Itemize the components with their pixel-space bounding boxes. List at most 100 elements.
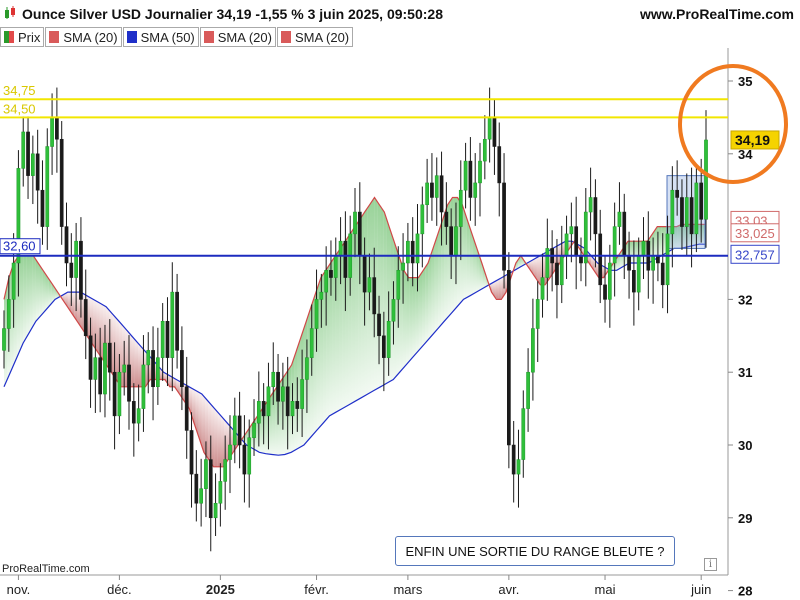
candle-body <box>458 189 463 227</box>
sma-fill-band <box>402 267 407 369</box>
sma-fill-band <box>294 347 298 451</box>
sma-fill-band <box>86 295 91 341</box>
annotation-box: ENFIN UNE SORTIE DU RANGE BLEUTE ? <box>395 536 675 566</box>
candle-body <box>79 240 83 300</box>
candle-body <box>406 240 410 264</box>
info-icon[interactable]: i <box>704 558 717 571</box>
sma-fill-band <box>406 273 410 365</box>
candle-body <box>627 255 631 271</box>
sma-fill-band <box>527 261 531 271</box>
candle-body <box>271 371 276 388</box>
candle-body <box>622 211 627 256</box>
candle-body <box>704 139 708 220</box>
candle-body <box>88 335 93 380</box>
candle-body <box>362 255 367 293</box>
candle-body <box>564 233 569 256</box>
candle-body <box>50 117 54 147</box>
candle-body <box>184 386 189 431</box>
candle-body <box>204 459 208 489</box>
sma-fill-band <box>335 250 340 413</box>
candle-body <box>305 357 309 380</box>
candle-body <box>593 197 598 235</box>
legend-swatch-icon <box>280 31 291 43</box>
candle-body <box>21 131 26 169</box>
price-label: 32,757 <box>735 247 775 262</box>
sma-fill-band <box>476 246 480 293</box>
sma-fill-band <box>517 255 521 269</box>
sma-fill-band <box>51 283 56 304</box>
legend-swatch-icon <box>126 31 137 43</box>
candle-body <box>665 233 670 286</box>
sma-fill-band <box>342 240 346 409</box>
sma-fill-band <box>409 277 413 362</box>
sma-fill-band <box>473 237 477 294</box>
sma-fill-band <box>361 212 365 398</box>
candle-body <box>237 415 242 446</box>
candle-body <box>540 277 545 300</box>
candle-body <box>598 233 603 286</box>
sma-fill-band <box>192 388 196 428</box>
candle-body <box>444 211 449 227</box>
level-label-box <box>0 83 40 99</box>
highlight-circle <box>678 64 788 184</box>
site-url[interactable]: www.ProRealTime.com <box>639 6 794 22</box>
candle-body <box>141 364 146 409</box>
level-label-box <box>0 238 41 255</box>
candle-body <box>127 364 131 402</box>
sma-fill-band <box>23 255 27 344</box>
candle-body <box>651 255 655 271</box>
sma-fill-band <box>138 343 142 387</box>
x-tick-label: 2025 <box>206 582 235 597</box>
candle-body <box>675 189 680 198</box>
legend-label: Prix <box>18 29 41 45</box>
sma-fill-band <box>297 337 301 449</box>
legend-item[interactable]: Prix <box>0 27 45 47</box>
y-tick-label: 29 <box>738 511 752 526</box>
candle-body <box>228 444 232 460</box>
sma-fill-band <box>520 255 525 267</box>
candle-body <box>213 502 218 519</box>
candle-body <box>16 168 21 264</box>
candle-body <box>26 131 30 176</box>
sma-fill-band <box>29 255 33 333</box>
candle-body <box>117 371 122 417</box>
candle-body <box>40 189 45 227</box>
x-tick-label: mai <box>595 582 616 597</box>
sma-fill-band <box>211 404 215 467</box>
candle-body <box>689 197 694 235</box>
chart-title: Ounce Silver USD Journalier 34,19 -1,55 … <box>22 6 443 22</box>
candle-body <box>396 270 401 300</box>
legend-item[interactable]: SMA (20) <box>199 27 276 47</box>
y-tick-label: 34 <box>738 147 753 162</box>
level-label-box <box>0 101 40 117</box>
candle-body <box>146 350 151 366</box>
sma-fill-band <box>122 324 126 387</box>
candle-body <box>381 335 386 358</box>
sma-fill-band <box>195 390 199 437</box>
legend-item[interactable]: SMA (20) <box>276 27 354 47</box>
sma50-line <box>3 240 707 456</box>
candle-body <box>189 430 194 475</box>
sma-fill-band <box>674 226 678 249</box>
candle-body <box>324 270 329 293</box>
y-tick-label: 32 <box>738 292 752 307</box>
candle-body <box>59 138 64 227</box>
candle-body <box>545 248 550 278</box>
legend-item[interactable]: SMA (50) <box>122 27 199 47</box>
candle-body <box>55 117 59 140</box>
candle-body <box>454 226 458 256</box>
candle-body <box>208 459 213 519</box>
sma-fill-band <box>214 408 218 467</box>
sma-fill-band <box>39 264 43 318</box>
y-tick-label: 35 <box>738 74 752 89</box>
sma-fill-band <box>224 419 228 466</box>
candle-body <box>699 182 704 220</box>
legend-item[interactable]: SMA (20) <box>45 27 122 47</box>
candle-body <box>492 117 497 147</box>
level-label: 34,75 <box>3 83 36 98</box>
sma-fill-band <box>16 255 20 358</box>
candle-body <box>694 182 699 235</box>
candle-body <box>656 255 660 264</box>
candle-body <box>583 211 588 264</box>
